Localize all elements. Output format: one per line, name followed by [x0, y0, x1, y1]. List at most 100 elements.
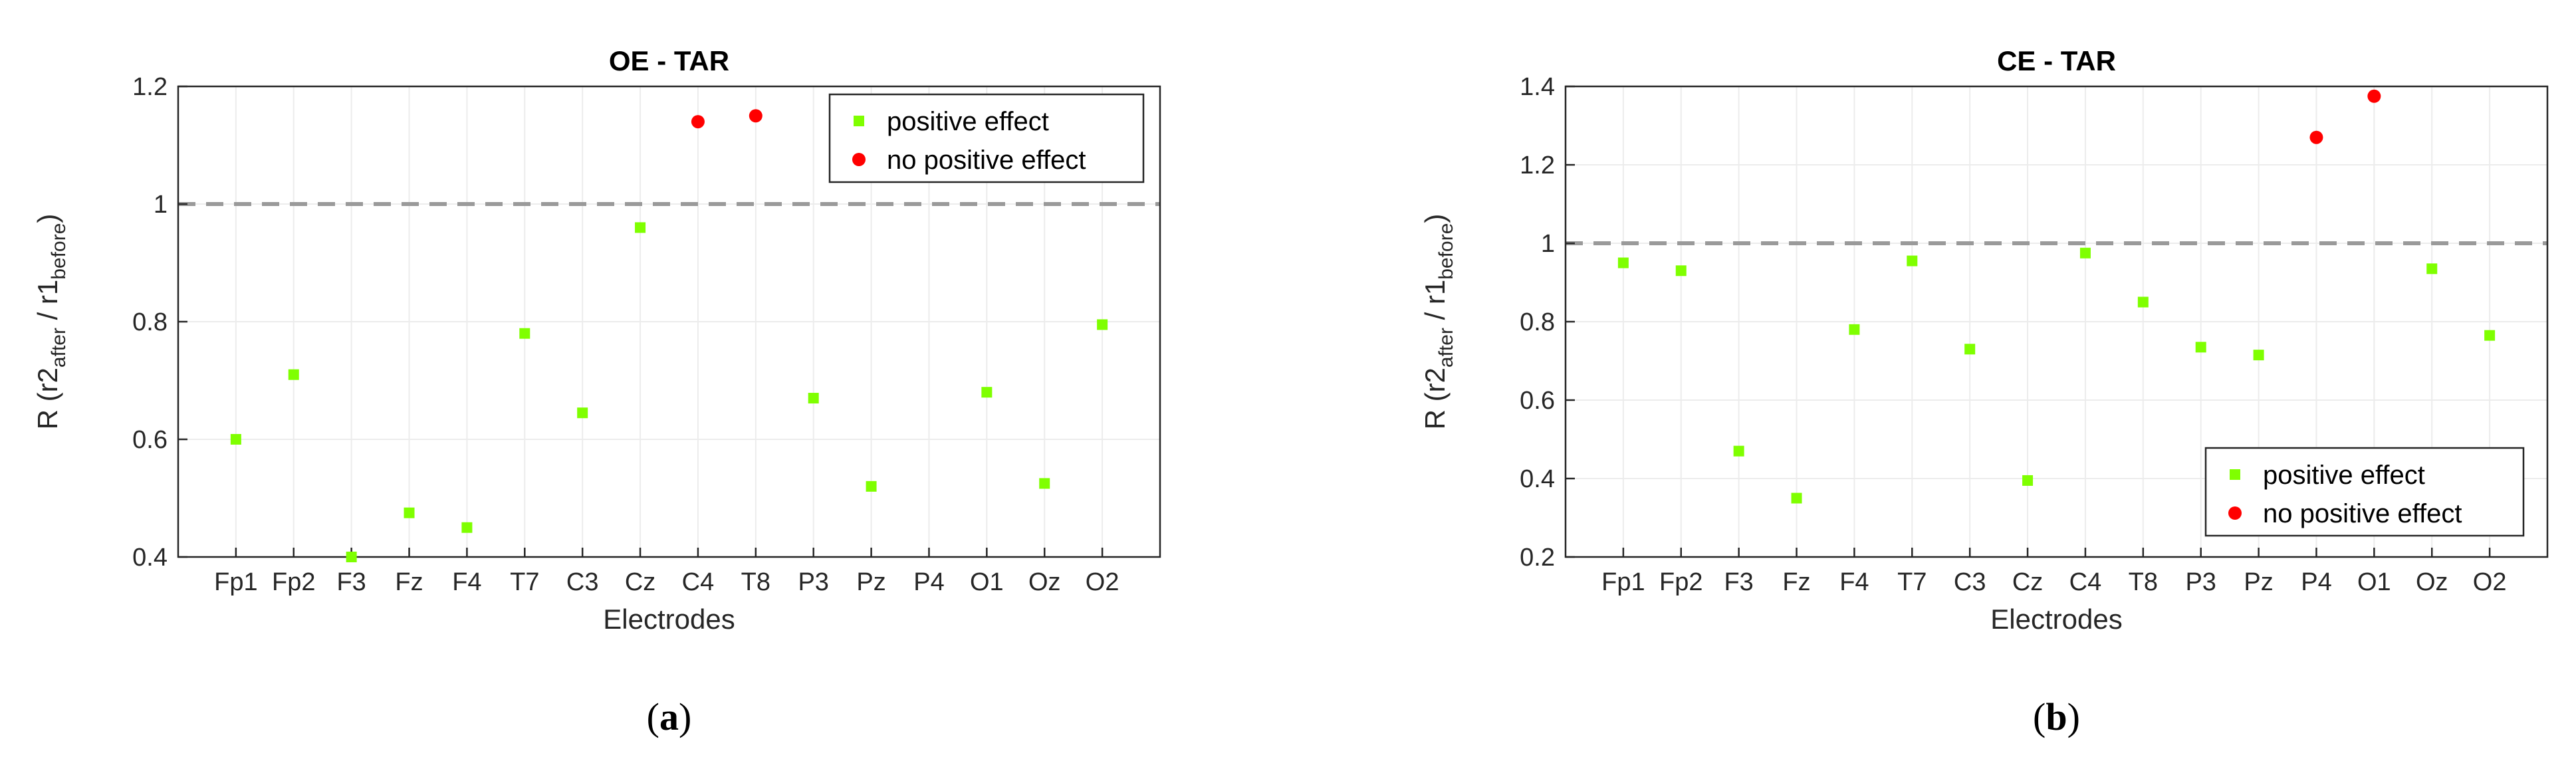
x-tick-label: C3: [566, 568, 599, 596]
x-tick-label: Fp2: [1659, 568, 1702, 596]
y-label-subscript: after: [1435, 328, 1457, 368]
data-point-positive-Fz: [404, 507, 415, 518]
y-tick-label: 1.2: [1520, 152, 1555, 179]
data-point-positive-Fp2: [288, 369, 299, 380]
legend-marker-no-positive: [852, 153, 866, 166]
x-tick-label: Fp1: [1601, 568, 1645, 596]
x-tick-label: P4: [913, 568, 944, 596]
x-tick-label: O2: [2473, 568, 2507, 596]
data-point-positive-Oz: [2426, 263, 2438, 274]
x-tick-label: O1: [970, 568, 1004, 596]
caption-letter: a: [659, 695, 679, 738]
x-tick-label: Oz: [2416, 568, 2448, 596]
data-point-positive-F3: [1733, 445, 1744, 457]
caption-paren: ): [679, 695, 691, 738]
data-point-no-positive-P4: [2309, 130, 2323, 144]
y-axis-label: R (r2after / r1before): [32, 214, 70, 430]
x-axis-label: Electrodes: [603, 603, 735, 635]
y-label-subscript: after: [48, 328, 70, 368]
data-point-positive-Cz: [2022, 475, 2034, 486]
legend-box: [828, 93, 1145, 183]
y-tick-label: 0.2: [1520, 544, 1555, 572]
legend-label: no positive effect: [887, 146, 1086, 175]
data-point-positive-Fp2: [1675, 265, 1687, 276]
x-tick-label: F4: [1839, 568, 1869, 596]
x-tick-label: Cz: [625, 568, 655, 596]
x-tick-label: Pz: [2244, 568, 2273, 596]
x-tick-label: T8: [2129, 568, 2158, 596]
y-tick-label: 0.6: [1520, 387, 1555, 415]
x-tick-label: T7: [510, 568, 539, 596]
x-tick-label: Cz: [2012, 568, 2043, 596]
x-tick-label: C3: [1954, 568, 1986, 596]
x-tick-label: F3: [336, 568, 366, 596]
x-tick-label: F3: [1724, 568, 1753, 596]
y-tick-label: 1: [1541, 230, 1555, 258]
x-tick-label: P3: [2185, 568, 2216, 596]
subfigure-caption: (a): [647, 695, 692, 738]
caption-paren: (: [2033, 695, 2046, 738]
x-tick-label: P4: [2301, 568, 2331, 596]
legend-label: positive effect: [2263, 461, 2425, 490]
x-tick-label: O1: [2357, 568, 2391, 596]
data-point-positive-T7: [1907, 255, 1918, 267]
y-tick-label: 0.8: [1520, 308, 1555, 336]
data-point-positive-C4: [2079, 247, 2091, 259]
y-label-part: ): [1419, 214, 1451, 223]
legend: positive effect no positive effect: [2204, 447, 2525, 537]
x-tick-label: T7: [1897, 568, 1927, 596]
chart-oe-tar: 0.4 0.6 0.8 1 1.2 Fp1 Fp2 F3 Fz F4 T7 C3 Cz C4 T8 P3 Pz P…: [32, 45, 1161, 738]
caption-letter: b: [2046, 695, 2067, 738]
y-label-part: / r1: [32, 280, 63, 328]
y-tick-label: 0.8: [132, 308, 168, 336]
chart-ce-tar: 0.2 0.4 0.6 0.8 1 1.2 1.4 Fp1 Fp2 F3 Fz F4 T7 C3 Cz C4 T…: [1419, 45, 2549, 738]
y-tick-label: 0.6: [132, 426, 168, 454]
data-point-positive-T8: [2137, 296, 2149, 308]
x-tick-label: Fp2: [272, 568, 315, 596]
data-point-positive-F3: [346, 552, 357, 562]
data-point-positive-Fp1: [1617, 257, 1629, 269]
data-point-positive-P3: [2195, 342, 2206, 353]
x-tick-label: Oz: [1028, 568, 1061, 596]
data-point-positive-Cz: [635, 222, 646, 233]
x-tick-label: O2: [1086, 568, 1119, 596]
data-point-positive-T7: [519, 328, 530, 339]
caption-paren: ): [2067, 695, 2080, 738]
data-point-positive-P3: [808, 393, 819, 404]
chart-title: OE - TAR: [609, 45, 729, 76]
y-label-part: R (r2: [32, 368, 63, 429]
y-tick-label: 0.4: [132, 544, 168, 572]
data-point-positive-Fp1: [230, 434, 241, 445]
x-axis-label: Electrodes: [1990, 603, 2122, 635]
data-point-positive-Pz: [866, 481, 877, 492]
x-tick-label: T8: [741, 568, 770, 596]
y-label-subscript: before: [48, 223, 70, 280]
y-tick-label: 1.2: [132, 73, 168, 101]
y-axis-label: R (r2after / r1before): [1419, 214, 1457, 430]
data-point-positive-O2: [1097, 319, 1108, 330]
legend: positive effect no positive effect: [828, 93, 1145, 183]
data-point-positive-Fz: [1791, 492, 1802, 504]
y-label-part: R (r2: [1419, 368, 1451, 429]
data-point-positive-O1: [981, 387, 993, 398]
legend-marker-no-positive: [2228, 506, 2242, 520]
x-tick-label: Fp1: [214, 568, 257, 596]
y-label-part: / r1: [1419, 280, 1451, 328]
legend-label: positive effect: [887, 107, 1049, 136]
y-tick-label: 0.4: [1520, 465, 1555, 493]
caption-paren: (: [647, 695, 659, 738]
legend-box: [2204, 447, 2525, 537]
x-tick-label: C4: [2069, 568, 2102, 596]
chart-title: CE - TAR: [1997, 45, 2116, 76]
y-label-subscript: before: [1435, 223, 1457, 280]
data-point-positive-F4: [461, 522, 473, 533]
x-tick-label: Fz: [395, 568, 423, 596]
legend-marker-positive: [854, 116, 864, 126]
data-point-positive-C3: [577, 407, 588, 419]
x-tick-label: P3: [798, 568, 828, 596]
data-point-no-positive-T8: [749, 109, 762, 123]
y-tick-label: 1: [154, 191, 168, 219]
data-point-positive-O2: [2484, 330, 2496, 341]
y-tick-label: 1.4: [1520, 73, 1555, 101]
